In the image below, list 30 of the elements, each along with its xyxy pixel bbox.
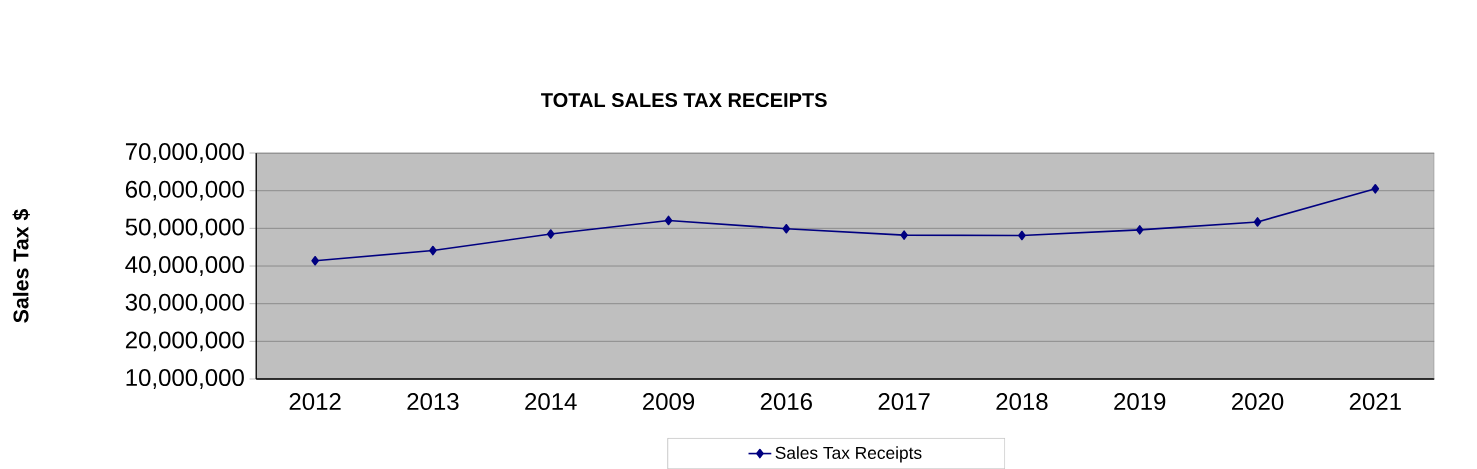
x-tick-label: 2014 [525,393,577,410]
chart-title: TOTAL SALES TAX RECEIPTS [541,92,827,108]
point [900,230,908,240]
legend-label: Sales Tax Receipts [775,446,922,463]
point [546,229,555,239]
y-tick-label: 30,000,000 [125,293,244,314]
x-tick-label: 2013 [407,393,459,410]
x-tick-label: 2021 [1349,393,1401,410]
x-tick-label: 2019 [1114,393,1166,410]
y-tick-label: 10,000,000 [126,369,244,389]
point [311,255,319,266]
x-tick-label: 2009 [643,393,695,410]
point [1253,217,1262,227]
x-tick-label: 2018 [996,393,1048,410]
y-tick-label: 70,000,000 [125,143,244,163]
point [1018,230,1026,241]
x-tick-label: 2016 [760,393,812,410]
y-tick-label: 60,000,000 [125,180,244,201]
y-tick-label: 20,000,000 [125,331,244,352]
point [664,215,673,226]
x-tick-label: 2012 [289,393,341,410]
y-tick-label: 40,000,000 [125,256,244,276]
point [1135,225,1144,235]
point [1371,183,1380,194]
point [429,245,437,256]
x-tick-label: 2017 [878,393,930,410]
y-axis-title: Sales Tax $ [12,208,30,323]
x-tick-label: 2020 [1232,393,1284,410]
y-tick-label: 50,000,000 [125,218,244,239]
point [782,223,791,234]
